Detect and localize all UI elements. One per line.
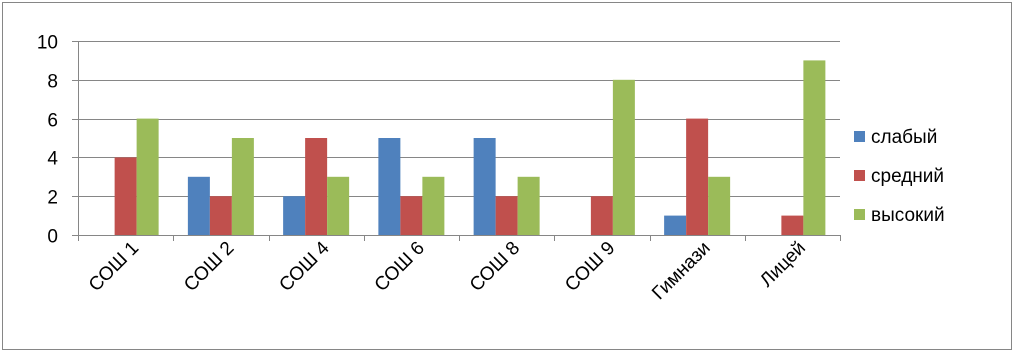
bar-средний-7 — [781, 215, 804, 235]
bar-слабый-6 — [664, 215, 687, 235]
bar-средний-1 — [209, 196, 232, 235]
x-tick-label: СОШ 2 — [180, 238, 238, 296]
chart-area — [2, 2, 1012, 350]
bar-средний-3 — [400, 196, 423, 235]
bar-средний-0 — [114, 157, 137, 235]
bar-высокий-1 — [231, 138, 254, 235]
bar-слабый-4 — [473, 138, 496, 235]
bar-высокий-7 — [803, 60, 826, 236]
bar-высокий-4 — [517, 176, 540, 235]
bar-слабый-1 — [187, 176, 210, 235]
legend-swatch — [854, 131, 865, 142]
bar-слабый-2 — [283, 196, 306, 235]
legend-label: высокий — [871, 205, 945, 226]
y-tick-label: 6 — [47, 111, 58, 132]
bar-средний-6 — [686, 118, 709, 235]
y-tick-label: 0 — [47, 227, 58, 248]
y-axis-ticks: 0 2 4 6 8 10 — [37, 33, 59, 248]
legend-swatch — [854, 170, 865, 181]
legend-swatch — [854, 209, 865, 220]
y-tick-label: 8 — [47, 72, 58, 93]
axes — [72, 41, 841, 241]
y-tick-label: 2 — [47, 188, 58, 209]
gridlines — [78, 41, 840, 197]
x-tick-label: СОШ 1 — [85, 238, 143, 296]
legend-label: средний — [871, 166, 944, 187]
bars — [114, 60, 826, 236]
x-tick-label: Гимнази — [648, 238, 715, 305]
bar-средний-4 — [495, 196, 518, 235]
bar-высокий-5 — [612, 79, 635, 235]
x-tick-label: СОШ 9 — [561, 238, 619, 296]
bar-средний-2 — [305, 138, 328, 235]
legend: слабый средний высокий — [854, 127, 945, 226]
x-tick-label: СОШ 8 — [466, 238, 524, 296]
x-axis-ticks: СОШ 1 СОШ 2 СОШ 4 СОШ 6 СОШ 8 СОШ 9 Гимнази Лиц… — [85, 237, 810, 304]
legend-label: слабый — [871, 127, 937, 148]
y-tick-label: 4 — [47, 149, 58, 170]
bar-средний-5 — [590, 196, 613, 235]
bar-высокий-6 — [708, 176, 731, 235]
y-tick-label: 10 — [37, 33, 58, 54]
bar-высокий-3 — [422, 176, 445, 235]
bar-высокий-0 — [136, 118, 159, 235]
x-tick-label: СОШ 6 — [371, 238, 429, 296]
bar-слабый-3 — [378, 138, 401, 235]
bar-высокий-2 — [327, 176, 350, 235]
x-tick-label: Лицей — [756, 238, 810, 292]
x-tick-label: СОШ 4 — [275, 237, 334, 296]
